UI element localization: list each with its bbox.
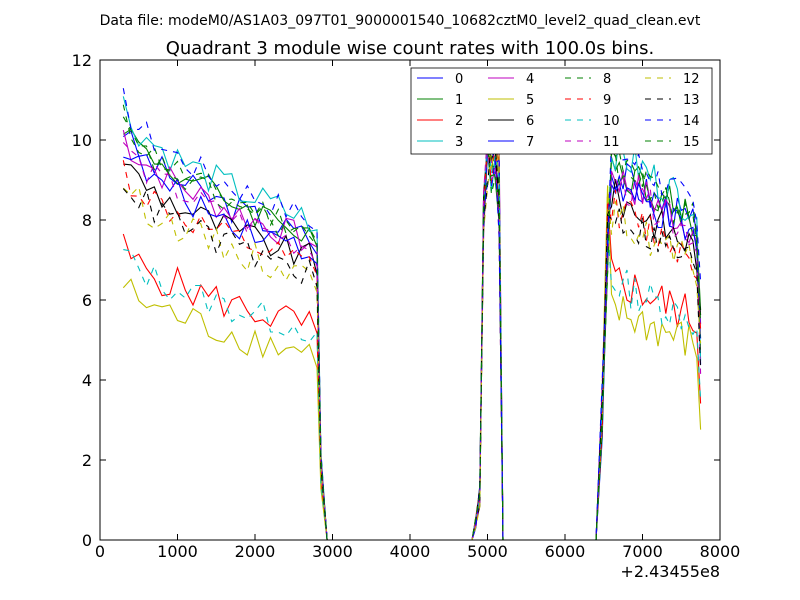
legend-label-13: 13 <box>683 93 700 108</box>
y-tick-label: 4 <box>82 371 92 390</box>
legend-label-11: 11 <box>603 135 620 150</box>
series-line-12 <box>122 134 702 540</box>
legend-label-12: 12 <box>683 72 700 87</box>
series-line-11 <box>122 134 702 540</box>
series-line-10 <box>123 136 702 540</box>
y-tick-label: 6 <box>82 291 92 310</box>
legend-label-1: 1 <box>455 93 463 108</box>
y-tick-label: 8 <box>82 211 92 230</box>
legend-label-2: 2 <box>455 114 463 129</box>
series-line-13 <box>122 139 702 540</box>
series-layer <box>122 88 702 540</box>
y-tick-label: 10 <box>72 131 92 150</box>
legend-label-0: 0 <box>455 72 463 87</box>
axis-ticks: 0 1000 2000 3000 4000 5000 6000 7000 80000246810… <box>72 51 741 561</box>
series-line-4 <box>122 129 702 540</box>
x-tick-label: 3000 <box>312 542 353 561</box>
series-line-15 <box>122 116 702 540</box>
legend-label-7: 7 <box>526 135 534 150</box>
x-tick-label: 5000 <box>467 542 508 561</box>
x-tick-label: 4000 <box>390 542 431 561</box>
series-line-1 <box>123 128 702 540</box>
x-axis-offset-label: +2.43455e8 <box>620 562 720 581</box>
legend-frame <box>410 67 713 155</box>
x-tick-label: 7000 <box>622 542 663 561</box>
legend-label-5: 5 <box>526 93 534 108</box>
series-line-5 <box>122 137 702 540</box>
chart-suptitle: Data file: modeM0/AS1A03_097T01_90000015… <box>100 13 701 29</box>
legend-label-8: 8 <box>603 72 611 87</box>
legend-label-10: 10 <box>603 114 620 129</box>
y-tick-label: 2 <box>82 451 92 470</box>
legend-label-3: 3 <box>455 135 463 150</box>
series-line-7 <box>123 141 702 540</box>
series-line-8 <box>122 104 702 540</box>
series-line-9 <box>122 138 702 540</box>
legend-label-14: 14 <box>683 114 700 129</box>
series-line-3 <box>122 96 702 540</box>
series-line-2 <box>122 144 702 540</box>
chart-title: Quadrant 3 module wise count rates with … <box>166 38 655 59</box>
y-tick-label: 12 <box>72 51 92 70</box>
legend-label-15: 15 <box>683 135 700 150</box>
x-tick-label: 2000 <box>235 542 276 561</box>
legend-label-9: 9 <box>603 93 611 108</box>
series-line-6 <box>123 145 702 540</box>
x-tick-label: 8000 <box>700 542 741 561</box>
x-tick-label: 1000 <box>157 542 198 561</box>
x-tick-label: 0 <box>95 542 105 561</box>
x-tick-label: 6000 <box>545 542 586 561</box>
series-line-14 <box>122 88 702 540</box>
legend-label-6: 6 <box>526 114 534 129</box>
legend-label-4: 4 <box>526 72 534 87</box>
y-tick-label: 0 <box>82 531 92 550</box>
